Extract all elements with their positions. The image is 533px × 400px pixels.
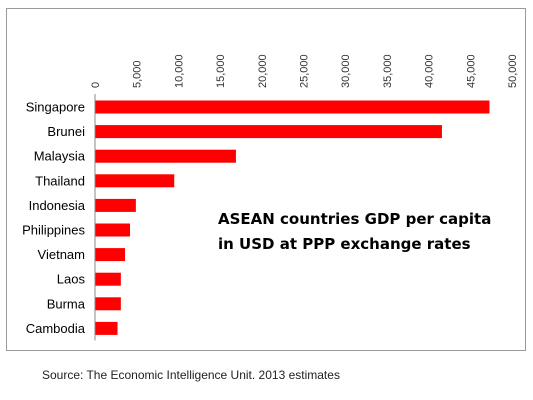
bar <box>95 125 442 139</box>
category-label: Malaysia <box>34 149 86 164</box>
x-tick-label: 35,000 <box>382 54 394 88</box>
x-tick-label: 40,000 <box>424 54 436 88</box>
category-label: Indonesia <box>29 198 86 213</box>
x-tick-label: 5,000 <box>132 60 144 88</box>
category-label: Singapore <box>26 100 85 115</box>
category-label: Vietnam <box>38 247 85 262</box>
category-labels: Singapore Brunei Malaysia Thailand Indonesia… <box>22 100 86 336</box>
category-label: Cambodia <box>26 321 86 336</box>
bar <box>95 223 131 237</box>
x-tick-label: 20,000 <box>257 54 269 88</box>
category-label: Philippines <box>22 223 85 238</box>
source-note: Source: The Economic Intelligence Unit. … <box>42 368 340 382</box>
chart-frame <box>6 8 526 351</box>
chart-annotation-line-1: ASEAN countries GDP per capita <box>218 210 491 228</box>
category-label: Thailand <box>35 173 85 188</box>
bars <box>95 100 490 335</box>
bar <box>95 272 121 286</box>
x-axis: 0 5,000 10,000 15,000 20,000 25,000 30,000 35,0… <box>90 54 519 88</box>
x-tick-label: 0 <box>90 82 102 88</box>
x-tick-label: 45,000 <box>465 54 477 88</box>
x-tick-label: 25,000 <box>299 54 311 88</box>
bar <box>95 174 175 188</box>
x-tick-label: 15,000 <box>215 54 227 88</box>
category-label: Laos <box>57 272 86 287</box>
chart-annotation-line-2: in USD at PPP exchange rates <box>218 235 471 253</box>
bar <box>95 100 490 114</box>
bar <box>95 248 126 262</box>
x-tick-label: 50,000 <box>507 54 519 88</box>
category-label: Burma <box>47 296 86 311</box>
x-tick-label: 30,000 <box>340 54 352 88</box>
bar <box>95 198 136 212</box>
bar <box>95 149 236 163</box>
bar <box>95 321 118 335</box>
bar <box>95 297 121 311</box>
category-label: Brunei <box>47 124 85 139</box>
x-tick-label: 10,000 <box>173 54 185 88</box>
